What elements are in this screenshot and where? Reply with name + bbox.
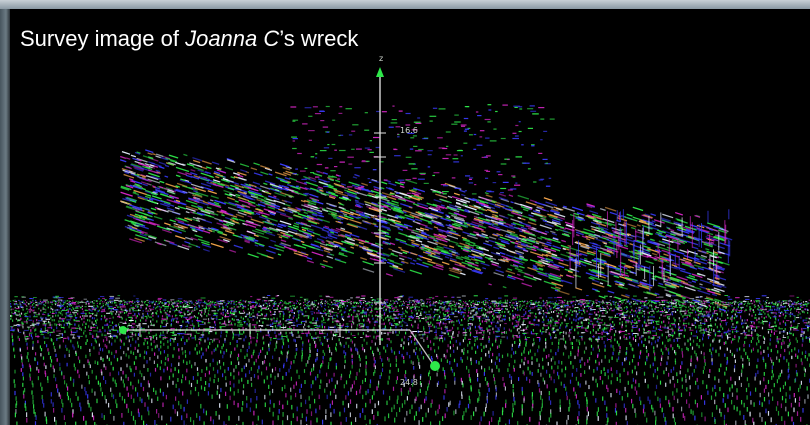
upper-debris-points (290, 104, 555, 195)
window-left-edge (0, 9, 10, 425)
wreck-structure-points (119, 149, 733, 314)
caption-prefix: Survey image of (20, 26, 186, 51)
right-struts (569, 209, 731, 292)
caption-vessel-name: Joanna C (185, 26, 280, 51)
point-cloud-render (10, 67, 810, 425)
image-caption: Survey image of Joanna C’s wreck (20, 26, 358, 52)
axis-endpoint-marker (430, 361, 440, 371)
z-axis-label: z (379, 54, 384, 63)
axis-tick-label-top: 16.6 (400, 126, 418, 135)
window-top-edge (0, 0, 810, 9)
point-cloud-viewport[interactable] (10, 9, 810, 425)
horizon-band (10, 295, 810, 340)
axes-gizmo (119, 67, 440, 371)
axis-tick-label-bottom: 24.8 (400, 378, 418, 387)
axis-endpoint-marker (119, 326, 127, 334)
seabed-points (10, 299, 810, 425)
z-axis-arrow-icon (376, 67, 384, 77)
caption-suffix: ’s wreck (279, 26, 359, 51)
